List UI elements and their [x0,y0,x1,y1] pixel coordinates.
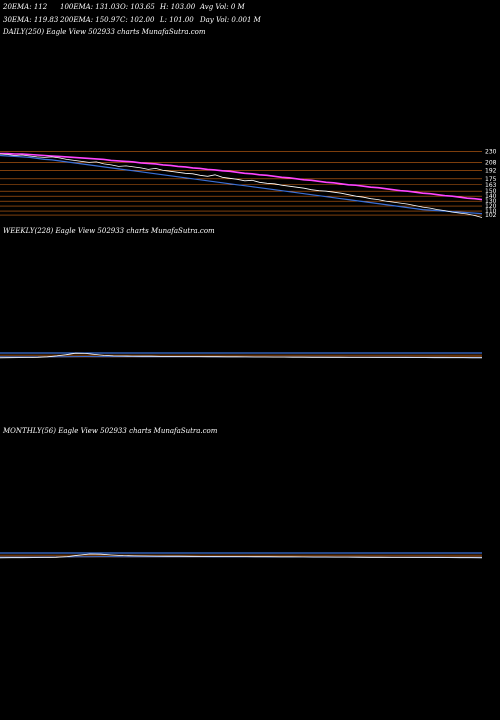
close-value: C: 102.00 [120,16,155,24]
day-vol-value: Day Vol: 0.001 M [200,16,261,24]
level-tick-label: 140 [485,193,497,200]
monthly-chart [0,552,483,559]
weekly-panel-label: WEEKLY(228) Eagle View 502933 charts Mun… [3,227,215,235]
level-tick-label: 192 [485,167,497,174]
level-tick-label: 208 [485,159,497,166]
daily-panel-label: DAILY(250) Eagle View 502933 charts Muna… [3,28,206,36]
high-value: H: 103.00 [160,3,196,11]
level-tick-label: 150 [485,188,497,195]
open-value: O: 103.65 [120,3,155,11]
price-line [0,153,483,218]
level-tick-label: 102 [485,212,497,219]
level-tick-label: 230 [485,148,497,155]
weekly-chart [0,352,482,359]
level-tick-label: 130 [485,198,497,205]
level-tick-label: 175 [485,176,497,183]
monthly-panel-label: MONTHLY(56) Eagle View 502933 charts Mun… [3,427,218,435]
price-line [0,352,482,359]
level-tick-label: 120 [485,203,497,210]
level-tick-label: 110 [485,208,497,215]
ema200-value: 200EMA: 150.97 [60,16,120,24]
avg-vol-value: Avg Vol: 0 M [200,3,245,11]
level-tick-label: 163 [485,182,497,189]
low-value: L: 101.00 [160,16,194,24]
ema-short-line [0,154,483,215]
ema20-value: 20EMA: 112 [3,3,48,11]
ema30-value: 30EMA: 119.83 [3,16,59,24]
price-line [0,553,483,559]
ema100-value: 100EMA: 131.03 [60,3,120,11]
ema-long-line [0,152,483,201]
